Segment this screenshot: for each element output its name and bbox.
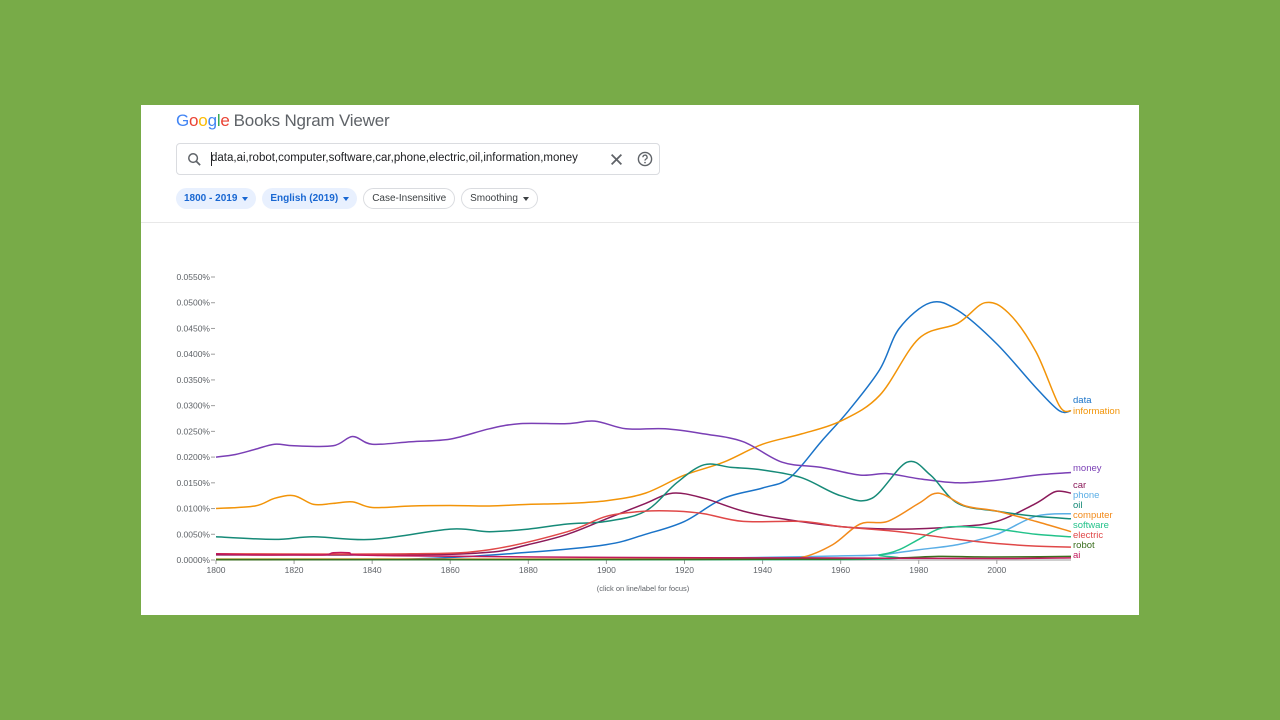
header: Google Books Ngram Viewer data,ai,robot,c…: [141, 105, 1139, 223]
smoothing-label: Smoothing: [470, 193, 518, 204]
series-label-software[interactable]: software: [1073, 520, 1109, 531]
ngram-chart: 0.0000% 0.0050% 0.0100% 0.0150% 0.0200% 0.025…: [176, 272, 1120, 593]
series-label-computer[interactable]: computer: [1073, 510, 1113, 521]
y-tick-label: 0.0400%: [176, 349, 210, 359]
series-label-data[interactable]: data: [1073, 395, 1092, 406]
google-logo: Google: [176, 111, 230, 130]
y-tick-label: 0.0450%: [176, 323, 210, 333]
x-tick-label: 1840: [363, 565, 382, 575]
text-caret: [211, 152, 212, 166]
y-tick-label: 0.0500%: [176, 298, 210, 308]
corpus-label: English (2019): [270, 193, 339, 204]
series-label-car[interactable]: car: [1073, 480, 1086, 491]
x-tick-label: 1860: [441, 565, 460, 575]
x-tick-label: 1900: [597, 565, 616, 575]
series-line-car[interactable]: [215, 490, 1072, 556]
x-axis-caption: (click on line/label for focus): [597, 584, 690, 593]
x-tick-label: 1960: [831, 565, 850, 575]
y-tick-label: 0.0200%: [176, 452, 210, 462]
filter-chips: 1800 - 2019 English (2019) Case-Insensit…: [176, 188, 538, 209]
series-line-oil[interactable]: [215, 460, 1072, 541]
series-label-ai[interactable]: ai: [1073, 550, 1080, 561]
x-tick-label: 1820: [285, 565, 304, 575]
series-line-ai[interactable]: [215, 551, 1072, 560]
y-tick-label: 0.0150%: [176, 478, 210, 488]
y-tick-label: 0.0350%: [176, 375, 210, 385]
series-label-oil[interactable]: oil: [1073, 500, 1083, 511]
x-tick-label: 1980: [909, 565, 928, 575]
y-tick-label: 0.0300%: [176, 401, 210, 411]
case-label: Case-Insensitive: [372, 193, 447, 204]
series-line-money[interactable]: [215, 420, 1072, 484]
year-range-dropdown[interactable]: 1800 - 2019: [176, 188, 257, 209]
year-range-label: 1800 - 2019: [184, 193, 238, 204]
case-insensitive-toggle[interactable]: Case-Insensitive: [363, 188, 456, 209]
y-tick-label: 0.0100%: [176, 504, 210, 514]
y-tick-label: 0.0550%: [176, 272, 210, 282]
series-line-information[interactable]: [215, 301, 1072, 510]
corpus-dropdown[interactable]: English (2019): [262, 188, 358, 209]
x-tick-label: 1880: [519, 565, 538, 575]
x-tick-label: 2000: [987, 565, 1006, 575]
chevron-down-icon: [343, 196, 350, 201]
y-tick-label: 0.0050%: [176, 529, 210, 539]
x-tick-label: 1920: [675, 565, 694, 575]
search-box[interactable]: data,ai,robot,computer,software,car,phon…: [176, 143, 660, 175]
series-line-electric[interactable]: [215, 509, 1072, 555]
chevron-down-icon: [522, 196, 529, 201]
ngram-panel: Google Books Ngram Viewer data,ai,robot,c…: [141, 105, 1139, 615]
smoothing-dropdown[interactable]: Smoothing: [461, 188, 538, 209]
x-tick-label: 1800: [207, 565, 226, 575]
series-label-information[interactable]: information: [1073, 406, 1120, 417]
y-tick-label: 0.0000%: [176, 555, 210, 565]
logo-subtitle: Books Ngram Viewer: [233, 111, 390, 130]
chevron-down-icon: [242, 196, 249, 201]
series-line-data[interactable]: [215, 300, 1072, 561]
series-line-computer[interactable]: [215, 492, 1072, 560]
series-label-money[interactable]: money: [1073, 463, 1102, 474]
y-tick-label: 0.0250%: [176, 426, 210, 436]
search-icon[interactable]: [187, 152, 202, 172]
close-icon[interactable]: [610, 153, 623, 171]
series-label-electric[interactable]: electric: [1073, 530, 1103, 541]
series-label-phone[interactable]: phone: [1073, 490, 1099, 501]
help-icon[interactable]: [637, 151, 653, 172]
logo: Google Books Ngram Viewer: [176, 111, 390, 131]
x-tick-label: 1940: [753, 565, 772, 575]
search-input[interactable]: data,ai,robot,computer,software,car,phon…: [211, 152, 578, 164]
series-label-robot[interactable]: robot: [1073, 540, 1095, 551]
